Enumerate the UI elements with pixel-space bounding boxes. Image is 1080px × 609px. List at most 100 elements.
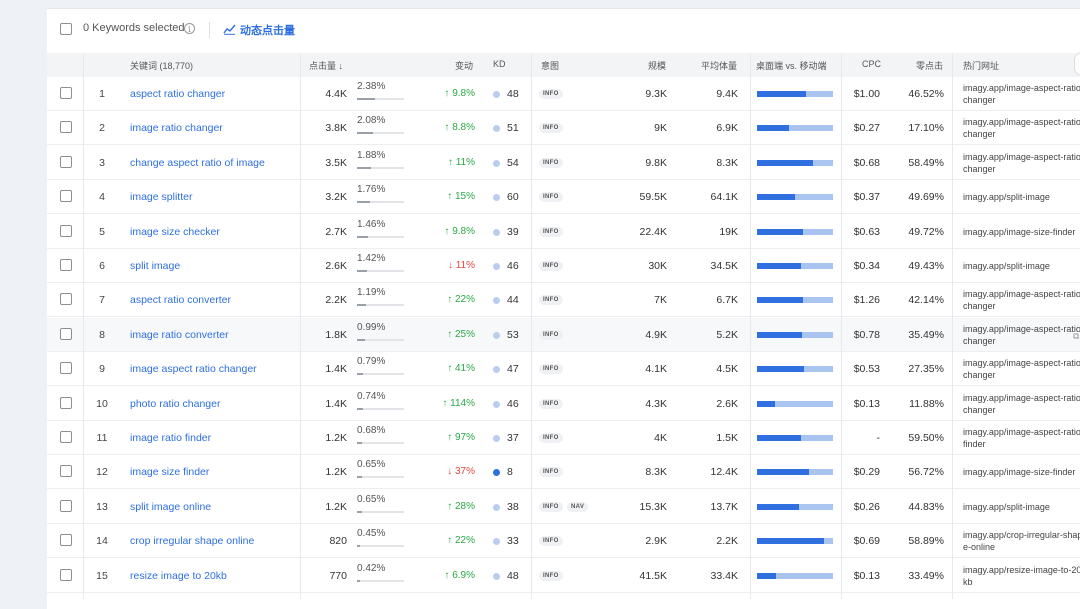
keyword-link[interactable]: change aspect ratio of image: [130, 156, 265, 169]
kd-value: 47: [507, 363, 519, 376]
column-divider: [531, 53, 532, 599]
kd-difficulty-dot: [493, 228, 500, 236]
table-row[interactable]: 8 image ratio converter 1.8K 0.99% ↑ 25%…: [47, 317, 1080, 352]
keyword-link[interactable]: image size finder: [130, 466, 210, 479]
row-checkbox[interactable]: [60, 293, 72, 306]
top-url-link[interactable]: imagy.app/image-size-finder: [963, 467, 1076, 478]
table-row[interactable]: 9 image aspect ratio changer 1.4K 0.79% …: [47, 352, 1080, 387]
col-device-header[interactable]: 桌面端 vs. 移动端: [756, 61, 827, 71]
row-checkbox[interactable]: [60, 224, 72, 237]
keyword-link[interactable]: aspect ratio changer: [130, 88, 226, 100]
table-row[interactable]: 13 split image online 1.2K 0.65% ↑ 28% 3…: [47, 490, 1080, 524]
row-checkbox[interactable]: [60, 465, 72, 478]
row-checkbox[interactable]: [60, 259, 72, 271]
click-share-fill: [357, 304, 366, 307]
col-keyword-header[interactable]: 关键词 (18,770): [130, 61, 194, 71]
top-url-link[interactable]: imagy.app/image-aspect-ratio-changer: [963, 323, 1080, 346]
top-url-link[interactable]: imagy.app/image-aspect-ratio-changer: [963, 358, 1080, 381]
table-row[interactable]: 10 photo ratio changer 1.4K 0.74% ↑ 114%…: [47, 387, 1080, 421]
dynamic-clicks-link[interactable]: 动态点击量: [240, 25, 295, 37]
desktop-share-fill: [757, 228, 803, 235]
col-volume-header[interactable]: 规模: [648, 61, 667, 71]
click-share-bar: [357, 476, 404, 479]
keyword-link[interactable]: image aspect ratio changer: [130, 363, 257, 376]
desktop-share-fill: [757, 125, 789, 132]
clicks-value: 2.2K: [325, 294, 347, 307]
keyword-link[interactable]: image ratio finder: [130, 432, 212, 444]
change-value: ↑ 25%: [447, 328, 475, 340]
table-row[interactable]: 15 resize image to 20kb 770 0.42% ↑ 6.9%…: [47, 559, 1080, 593]
row-checkbox[interactable]: [60, 534, 72, 547]
zero-click-value: 59.50%: [908, 432, 944, 444]
click-share-value: 0.99%: [357, 321, 386, 333]
click-share-bar: [357, 373, 404, 376]
trend-chart-icon[interactable]: [223, 23, 236, 35]
row-checkbox[interactable]: [60, 121, 72, 134]
keyword-link[interactable]: split image online: [130, 500, 212, 513]
col-top-url-header[interactable]: 热门网址: [963, 61, 1000, 71]
zero-click-value: 33.49%: [908, 569, 944, 582]
table-row[interactable]: 12 image size finder 1.2K 0.65% ↓ 37% 8 …: [47, 455, 1080, 490]
keyword-link[interactable]: crop irregular shape online: [130, 535, 255, 548]
col-cpc-header[interactable]: CPC: [862, 59, 882, 69]
row-number: 9: [99, 363, 105, 376]
keyword-link[interactable]: photo ratio changer: [130, 397, 221, 410]
keyword-link[interactable]: split image: [130, 260, 181, 272]
table-row[interactable]: 11 image ratio finder 1.2K 0.68% ↑ 97% 3…: [47, 421, 1080, 455]
keyword-link[interactable]: aspect ratio converter: [130, 294, 231, 307]
top-url-link[interactable]: imagy.app/image-size-finder: [963, 226, 1076, 237]
top-url-link[interactable]: imagy.app/crop-irregular-shape-online: [963, 530, 1080, 553]
row-checkbox[interactable]: [60, 499, 72, 512]
top-url-link[interactable]: imagy.app/split-image: [963, 501, 1050, 512]
col-zero-click-header[interactable]: 零点击: [916, 61, 944, 71]
top-url-link[interactable]: imagy.app/split-image: [963, 261, 1050, 271]
row-checkbox[interactable]: [60, 431, 72, 443]
desktop-share-fill: [757, 435, 802, 441]
keyword-link[interactable]: image ratio converter: [130, 328, 229, 341]
kd-value: 8: [507, 466, 513, 479]
row-checkbox[interactable]: [60, 362, 72, 375]
open-url-icon[interactable]: ⧉: [1073, 330, 1080, 341]
col-clicks-header[interactable]: 点击量 ↓: [309, 61, 344, 71]
keyword-link[interactable]: image size checker: [130, 225, 220, 238]
col-kd-header[interactable]: KD: [493, 59, 506, 69]
row-checkbox[interactable]: [60, 327, 72, 340]
top-url-link[interactable]: imagy.app/image-aspect-ratio-changer: [963, 117, 1080, 140]
top-url-link[interactable]: imagy.app/image-aspect-ratio-changer: [963, 151, 1080, 174]
horizontal-scroll-handle[interactable]: [1074, 52, 1080, 76]
desktop-mobile-bar: [757, 263, 833, 269]
row-checkbox[interactable]: [60, 155, 72, 168]
table-row[interactable]: 4 image splitter 3.2K 1.76% ↑ 15% 60 INF…: [47, 180, 1080, 215]
table-row[interactable]: 2 image ratio changer 3.8K 2.08% ↑ 8.8% …: [47, 111, 1080, 146]
table-row[interactable]: 7 aspect ratio converter 2.2K 1.19% ↑ 22…: [47, 283, 1080, 318]
top-url-link[interactable]: imagy.app/image-aspect-ratio-finder: [963, 427, 1080, 449]
select-all-checkbox[interactable]: [60, 23, 72, 35]
table-row[interactable]: 5 image size checker 2.7K 1.46% ↑ 9.8% 3…: [47, 215, 1080, 249]
top-url-link[interactable]: imagy.app/image-aspect-ratio-changer: [963, 83, 1080, 105]
intent-tag: INFO: [539, 226, 563, 237]
top-url-link[interactable]: imagy.app/split-image: [963, 192, 1050, 203]
clicks-value: 770: [329, 569, 347, 582]
col-avg-volume-header[interactable]: 平均体量: [701, 61, 738, 71]
col-intent-header[interactable]: 意图: [541, 61, 560, 71]
table-row[interactable]: 3 change aspect ratio of image 3.5K 1.88…: [47, 146, 1080, 180]
table-header: 关键词 (18,770) 点击量 ↓ 变动 KD 意图 规模 平均体量 桌面端 …: [47, 53, 1080, 77]
keyword-link[interactable]: resize image to 20kb: [130, 569, 227, 582]
top-url-link[interactable]: imagy.app/image-aspect-ratio-changer: [963, 392, 1080, 415]
table-row[interactable]: 14 crop irregular shape online 820 0.45%…: [47, 524, 1080, 559]
table-row[interactable]: 1 aspect ratio changer 4.4K 2.38% ↑ 9.8%…: [47, 77, 1080, 111]
keyword-link[interactable]: image ratio changer: [130, 122, 223, 135]
avg-volume-value: 33.4K: [710, 569, 738, 582]
change-value: ↑ 41%: [447, 363, 475, 375]
row-checkbox[interactable]: [60, 190, 72, 203]
top-url-link[interactable]: imagy.app/resize-image-to-20kb: [963, 564, 1080, 587]
info-icon[interactable]: i: [184, 23, 195, 34]
top-url-link[interactable]: imagy.app/image-aspect-ratio-changer: [963, 289, 1080, 312]
volume-value: 4.3K: [645, 397, 667, 410]
row-checkbox[interactable]: [60, 87, 72, 99]
table-row[interactable]: 6 split image 2.6K 1.42% ↓ 11% 46 INFO 3…: [47, 249, 1080, 283]
col-change-header[interactable]: 变动: [455, 61, 474, 71]
keyword-link[interactable]: image splitter: [130, 191, 193, 204]
row-checkbox[interactable]: [60, 568, 72, 581]
row-checkbox[interactable]: [60, 396, 72, 409]
